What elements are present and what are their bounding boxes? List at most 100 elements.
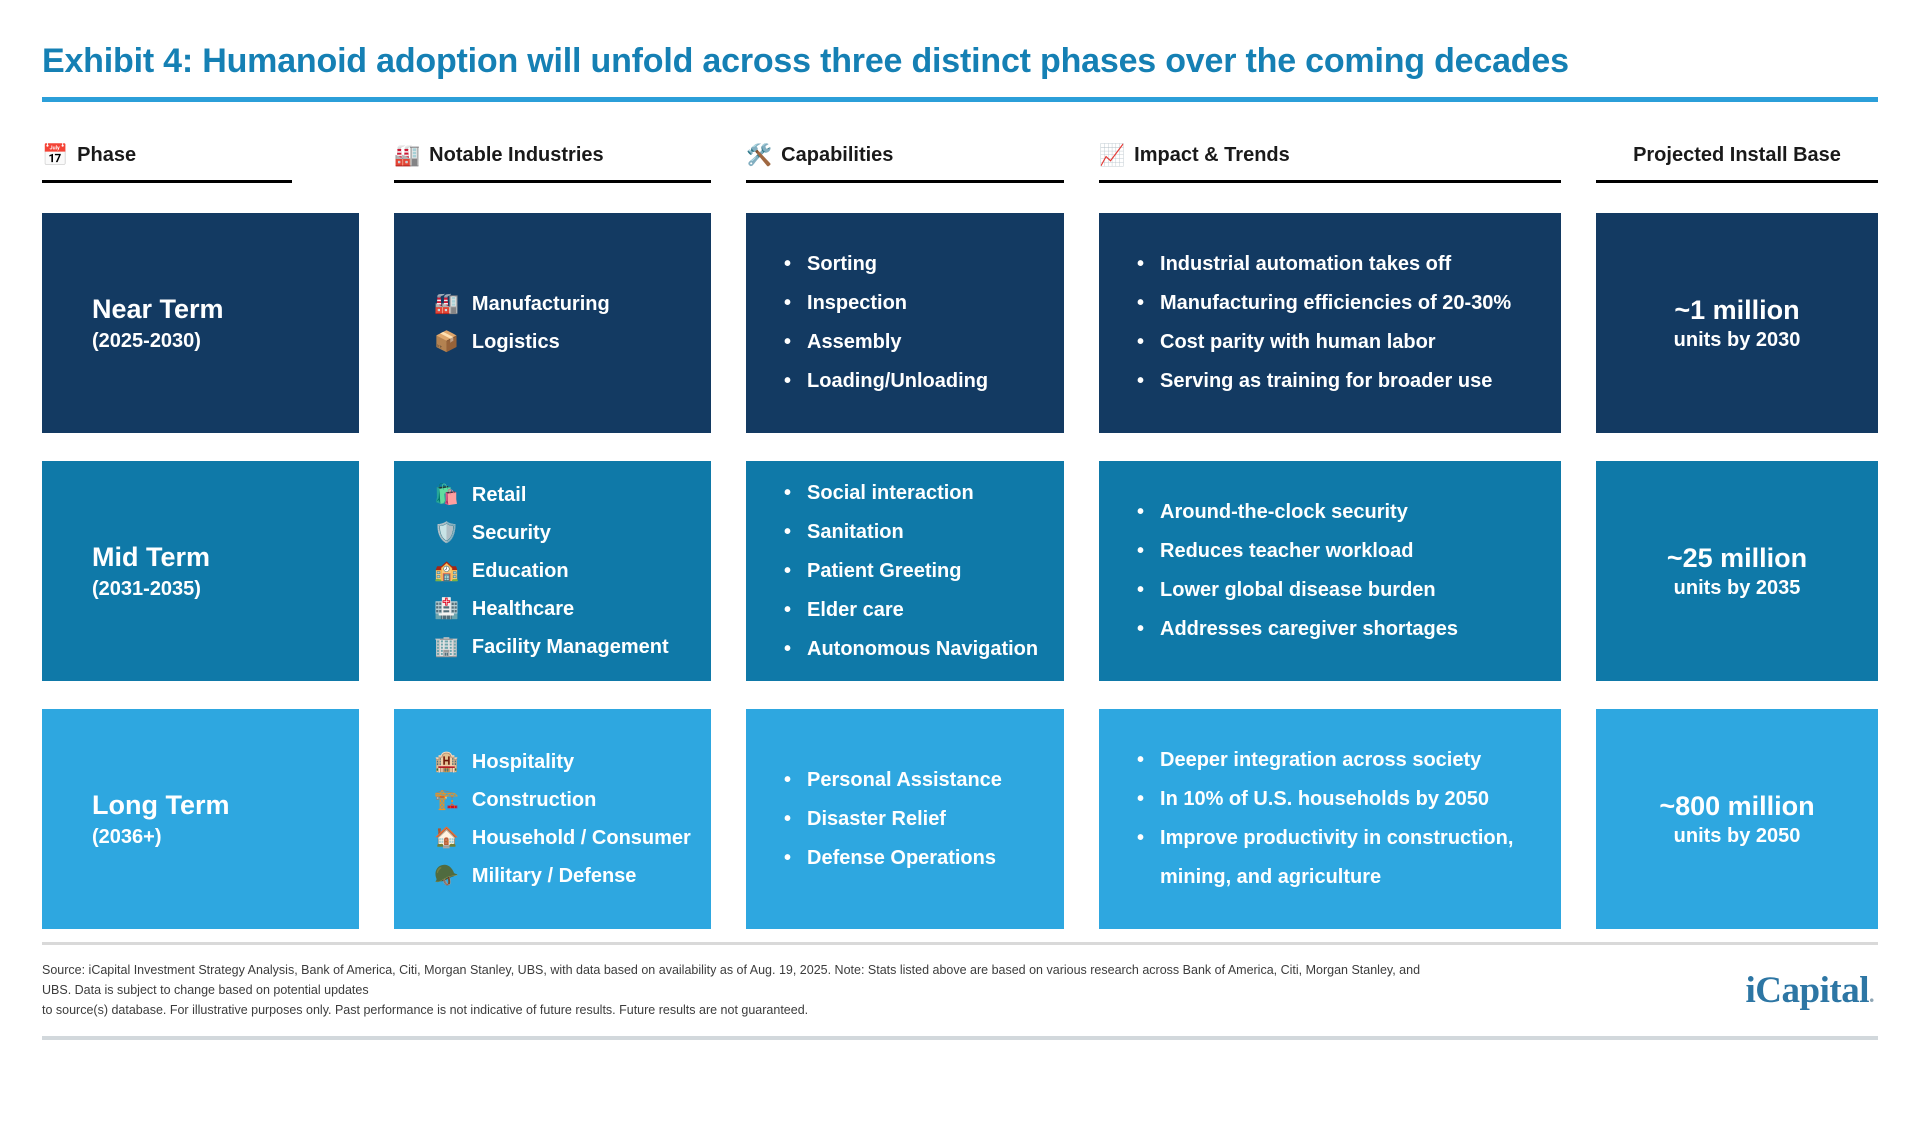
- bullet-icon: •: [1137, 331, 1145, 353]
- phase-name: Long Term: [92, 790, 230, 821]
- industry-label: Manufacturing: [471, 293, 610, 315]
- bullet-icon: •: [784, 253, 792, 275]
- bullet-icon: •: [784, 598, 792, 621]
- industry-label: Hospitality: [471, 751, 575, 773]
- phase-name: Mid Term: [92, 542, 211, 573]
- header-underline: [1596, 180, 1878, 183]
- install-base-cell: ~25 million units by 2035: [1596, 461, 1878, 681]
- column-header-industries: 🏭 Notable Industries: [394, 144, 711, 183]
- footer: Source: iCapital Investment Strategy Ana…: [42, 960, 1878, 1020]
- capability-item: • Autonomous Navigation: [784, 630, 1042, 669]
- bullet-icon: •: [784, 807, 792, 830]
- install-value: ~800 million: [1659, 791, 1815, 822]
- bullet-icon: •: [1137, 253, 1145, 275]
- industry-item: 🪖 Military / Defense: [434, 857, 703, 895]
- capability-item: • Loading/Unloading: [784, 362, 1042, 401]
- impact-item: • In 10% of U.S. households by 2050: [1137, 780, 1539, 819]
- table-row: Near Term (2025-2030) 🏭 Manufacturing 📦 Logis…: [42, 213, 1878, 433]
- capability-item-label: Inspection: [807, 292, 908, 314]
- industry-label: Healthcare: [471, 598, 575, 620]
- bullet-icon: •: [1137, 501, 1145, 523]
- table-header-row: 📅 Phase 🏭 Notable Industries 🛠️ Capabili…: [42, 144, 1878, 183]
- impact-item-label: Around-the-clock security: [1160, 501, 1408, 523]
- impact-item-label: Reduces teacher workload: [1160, 540, 1414, 562]
- industry-label: Logistics: [471, 331, 560, 353]
- table-row: Mid Term (2031-2035) 🛍️ Retail 🛡️ Security 🏫 Ed…: [42, 461, 1878, 681]
- capability-item-label: Assembly: [807, 331, 902, 353]
- impact-item: • Lower global disease burden: [1137, 571, 1539, 610]
- capability-item: • Elder care: [784, 591, 1042, 630]
- industry-item: 🏫 Education: [434, 552, 703, 590]
- impact-item-label: Addresses caregiver shortages: [1160, 618, 1458, 640]
- industries-cell: 🛍️ Retail 🛡️ Security 🏫 Education 🏥 Healthcare 🏢…: [394, 461, 711, 681]
- bullet-icon: •: [784, 481, 792, 504]
- capability-item: • Patient Greeting: [784, 552, 1042, 591]
- impact-item: • Addresses caregiver shortages: [1137, 610, 1539, 649]
- impact-item-label: Serving as training for broader use: [1160, 370, 1493, 392]
- industry-item: 🛍️ Retail: [434, 476, 703, 514]
- phase-range: (2025-2030): [92, 329, 201, 352]
- capability-item: • Inspection: [784, 284, 1042, 323]
- column-header-label: Impact & Trends: [1134, 144, 1290, 166]
- install-value: ~1 million: [1674, 295, 1800, 326]
- bullet-icon: •: [784, 331, 792, 353]
- bullet-icon: •: [1137, 827, 1145, 849]
- bullet-icon: •: [784, 292, 792, 314]
- source-note-line1: Source: iCapital Investment Strategy Ana…: [42, 963, 1421, 997]
- package-icon: 📦: [434, 331, 459, 353]
- column-header-impact: 📈 Impact & Trends: [1099, 144, 1561, 183]
- phase-cell: Long Term (2036+): [42, 709, 359, 929]
- capability-item: • Sanitation: [784, 513, 1042, 552]
- header-underline: [42, 180, 292, 183]
- capability-item-label: Loading/Unloading: [807, 370, 989, 392]
- header-underline: [746, 180, 1064, 183]
- column-header-label: Projected Install Base: [1633, 144, 1841, 166]
- capability-item-label: Sorting: [807, 253, 878, 275]
- impact-item: • Cost parity with human labor: [1137, 323, 1539, 362]
- bullet-icon: •: [784, 637, 792, 660]
- capability-item: • Defense Operations: [784, 839, 1042, 878]
- capabilities-cell: • Sorting • Inspection • Assembly • Loading/Unl…: [746, 213, 1064, 433]
- industry-label: Retail: [471, 484, 527, 506]
- capability-item-label: Disaster Relief: [807, 807, 946, 830]
- install-base-cell: ~800 million units by 2050: [1596, 709, 1878, 929]
- impact-item: • Around-the-clock security: [1137, 493, 1539, 532]
- install-base-cell: ~1 million units by 2030: [1596, 213, 1878, 433]
- impact-item: • Reduces teacher workload: [1137, 532, 1539, 571]
- bullet-icon: •: [1137, 370, 1145, 392]
- page-title: Exhibit 4: Humanoid adoption will unfold…: [42, 42, 1569, 80]
- source-note: Source: iCapital Investment Strategy Ana…: [42, 960, 1432, 1020]
- hammer-wrench-icon: 🛠️: [746, 144, 773, 167]
- bullet-icon: •: [784, 370, 792, 392]
- capabilities-cell: • Social interaction • Sanitation • Patient G…: [746, 461, 1064, 681]
- capability-item: • Personal Assistance: [784, 761, 1042, 800]
- capability-item-label: Elder care: [807, 598, 904, 621]
- capability-item: • Social interaction: [784, 474, 1042, 513]
- logo-dot: .: [1869, 981, 1875, 1007]
- impact-cell: • Around-the-clock security • Reduces teach…: [1099, 461, 1561, 681]
- column-header-phase: 📅 Phase: [42, 144, 359, 183]
- phase-cell: Mid Term (2031-2035): [42, 461, 359, 681]
- industry-label: Construction: [471, 789, 597, 811]
- column-header-label: Phase: [77, 144, 137, 166]
- industry-item: 🏗️ Construction: [434, 781, 703, 819]
- install-value: ~25 million: [1666, 543, 1808, 574]
- phase-cell: Near Term (2025-2030): [42, 213, 359, 433]
- industry-item: 🏨 Hospitality: [434, 743, 703, 781]
- industries-cell: 🏨 Hospitality 🏗️ Construction 🏠 Household / C…: [394, 709, 711, 929]
- factory-icon: 🏭: [394, 144, 421, 167]
- bottom-divider: [42, 1036, 1878, 1040]
- impact-item-label: In 10% of U.S. households by 2050: [1160, 788, 1489, 810]
- bullet-icon: •: [1137, 749, 1145, 771]
- footer-divider: [42, 942, 1878, 945]
- impact-item-label: Manufacturing efficiencies of 20-30%: [1160, 292, 1512, 314]
- school-icon: 🏫: [434, 560, 459, 582]
- column-header-install-base: Projected Install Base: [1596, 144, 1878, 183]
- industry-label: Education: [471, 560, 569, 582]
- impact-item-label: Improve productivity in construction, mi…: [1160, 827, 1514, 888]
- impact-item-label: Industrial automation takes off: [1160, 253, 1452, 275]
- hotel-icon: 🏨: [434, 751, 459, 773]
- industry-item: 🏭 Manufacturing: [434, 285, 703, 323]
- column-header-capabilities: 🛠️ Capabilities: [746, 144, 1064, 183]
- bullet-icon: •: [1137, 618, 1145, 640]
